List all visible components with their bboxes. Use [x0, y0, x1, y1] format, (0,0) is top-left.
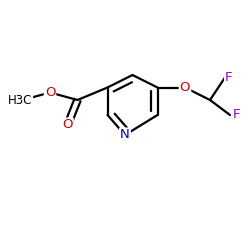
Text: O: O	[62, 118, 73, 132]
Text: N: N	[120, 128, 130, 141]
Text: H3C: H3C	[8, 94, 32, 106]
Text: O: O	[180, 81, 190, 94]
Text: F: F	[232, 108, 240, 122]
Text: O: O	[45, 86, 55, 99]
Text: F: F	[225, 71, 232, 84]
